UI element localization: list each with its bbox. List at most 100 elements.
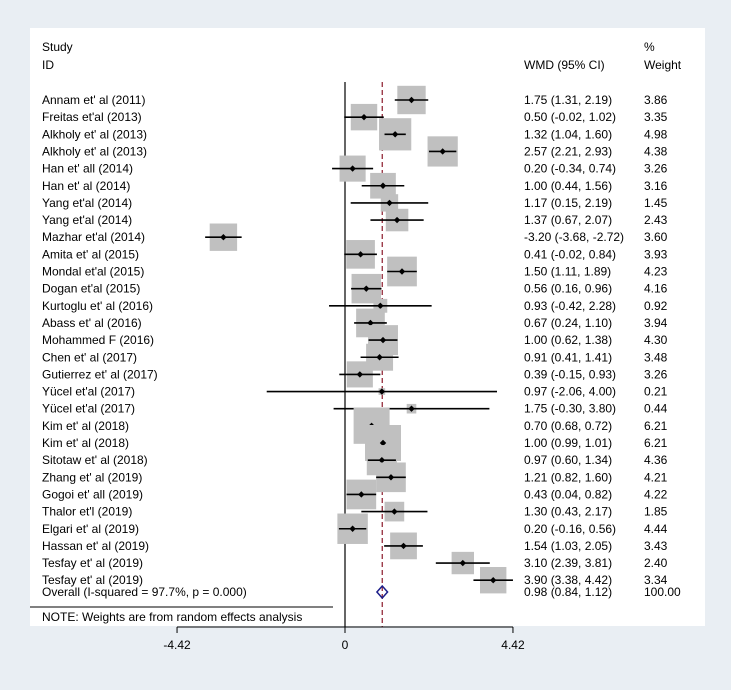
point-estimate bbox=[378, 388, 386, 395]
point-estimate bbox=[408, 405, 415, 412]
study-weight: 4.36 bbox=[644, 453, 668, 467]
study-label: Yücel et'al (2017) bbox=[42, 402, 135, 416]
study-weight: 3.94 bbox=[644, 316, 668, 330]
study-label: Mohammed F (2016) bbox=[42, 333, 154, 347]
study-ci: 0.20 (-0.16, 0.56) bbox=[524, 522, 616, 536]
study-ci: 1.21 (0.82, 1.60) bbox=[524, 470, 612, 484]
study-weight: 3.48 bbox=[644, 350, 668, 364]
study-label: Kim et' al (2018) bbox=[42, 419, 129, 433]
study-weight: 3.86 bbox=[644, 93, 668, 107]
study-label: Elgari et' al (2019) bbox=[42, 522, 139, 536]
study-ci: 0.97 (-2.06, 4.00) bbox=[524, 385, 616, 399]
study-weight: 1.45 bbox=[644, 196, 668, 210]
study-weight: 0.21 bbox=[644, 385, 668, 399]
study-ci: 0.43 (0.04, 0.82) bbox=[524, 487, 612, 501]
study-weight: 4.44 bbox=[644, 522, 668, 536]
study-weight: 3.43 bbox=[644, 539, 668, 553]
point-estimate bbox=[358, 491, 365, 498]
study-row: Tesfay et' al (2019) 3.10 (2.39, 3.81) 2.4… bbox=[42, 551, 668, 575]
study-ci: 1.00 (0.44, 1.56) bbox=[524, 179, 612, 193]
study-weight: 4.21 bbox=[644, 470, 668, 484]
study-row: Amita et' al (2015) 0.41 (-0.02, 0.84) 3.9… bbox=[42, 240, 668, 269]
study-row: Han et' al (2014) 1.00 (0.44, 1.56) 3.16 bbox=[42, 172, 668, 199]
study-ci: 1.30 (0.43, 2.17) bbox=[524, 505, 612, 519]
study-label: Alkholy et' al (2013) bbox=[42, 127, 147, 141]
study-rows: Annam et' al (2011) 1.75 (1.31, 2.19) 3.86… bbox=[42, 85, 668, 594]
study-weight: 2.40 bbox=[644, 556, 668, 570]
study-weight: 1.85 bbox=[644, 505, 668, 519]
study-row: Yang et'al (2014) 1.37 (0.67, 2.07) 2.43 bbox=[42, 208, 668, 232]
point-estimate bbox=[379, 439, 387, 447]
study-weight: 3.35 bbox=[644, 110, 668, 124]
study-ci: 2.57 (2.21, 2.93) bbox=[524, 144, 612, 158]
study-row: Mazhar et'al (2014) -3.20 (-3.68, -2.72) 3… bbox=[42, 223, 668, 251]
study-label: Yang et'al (2014) bbox=[42, 213, 132, 227]
point-estimate bbox=[367, 319, 374, 327]
point-estimate bbox=[400, 542, 407, 550]
study-weight: 0.92 bbox=[644, 299, 668, 313]
point-estimate bbox=[391, 131, 399, 138]
point-estimate bbox=[387, 474, 395, 481]
x-axis-ticks: -4.42 0 4.42 bbox=[163, 627, 525, 652]
overall-label: Overall (I-squared = 97.7%, p = 0.000) bbox=[42, 585, 247, 599]
point-estimate bbox=[393, 216, 401, 224]
study-row: Dogan et'al (2015) 0.56 (0.16, 0.96) 4.16 bbox=[42, 273, 668, 304]
study-label: Mondal et'al (2015) bbox=[42, 265, 144, 279]
study-label: Chen et' al (2017) bbox=[42, 350, 137, 364]
point-estimate bbox=[386, 199, 393, 207]
study-ci: 0.39 (-0.15, 0.93) bbox=[524, 367, 616, 381]
study-label: Gutierrez et' al (2017) bbox=[42, 367, 158, 381]
study-label: Tesfay et' al (2019) bbox=[42, 556, 143, 570]
study-weight: 3.93 bbox=[644, 247, 668, 261]
header-wmd: WMD (95% CI) bbox=[524, 58, 605, 72]
study-ci: 1.75 (1.31, 2.19) bbox=[524, 93, 612, 107]
study-row: Alkholy et' al (2013) 1.32 (1.04, 1.60) 4.… bbox=[42, 118, 668, 151]
study-row: Han et' all (2014) 0.20 (-0.34, 0.74) 3.26 bbox=[42, 155, 668, 182]
point-estimate bbox=[408, 96, 415, 104]
note-text: NOTE: Weights are from random effects an… bbox=[42, 610, 302, 624]
study-weight: 6.21 bbox=[644, 436, 668, 450]
study-row: Gogoi et' all (2019) 0.43 (0.04, 0.82) 4.2… bbox=[42, 479, 668, 510]
study-weight: 0.44 bbox=[644, 402, 668, 416]
study-row: Kurtoglu et' al (2016) 0.93 (-0.42, 2.28)… bbox=[42, 299, 668, 313]
study-label: Yang et'al (2014) bbox=[42, 196, 132, 210]
study-ci: 0.41 (-0.02, 0.84) bbox=[524, 247, 616, 261]
study-weight: 4.30 bbox=[644, 333, 668, 347]
study-ci: 0.91 (0.41, 1.41) bbox=[524, 350, 612, 364]
study-label: Kim et' al (2018) bbox=[42, 436, 129, 450]
header-percent: % bbox=[644, 40, 655, 54]
study-label: Zhang et' al (2019) bbox=[42, 470, 142, 484]
overall-row: Overall (I-squared = 97.7%, p = 0.000) 0… bbox=[42, 584, 681, 600]
study-label: Tesfay et' al (2019) bbox=[42, 573, 143, 587]
point-estimate bbox=[377, 302, 384, 309]
study-ci: 1.54 (1.03, 2.05) bbox=[524, 539, 612, 553]
header-weight: Weight bbox=[644, 58, 682, 72]
study-row: Tesfay et' al (2019) 3.90 (3.38, 4.42) 3.3… bbox=[42, 566, 668, 594]
study-row: Elgari et' al (2019) 0.20 (-0.16, 0.56) 4.… bbox=[42, 513, 668, 544]
study-ci: 3.10 (2.39, 3.81) bbox=[524, 556, 612, 570]
study-weight: 4.38 bbox=[644, 144, 668, 158]
study-row: Hassan et' al (2019) 1.54 (1.03, 2.05) 3.4… bbox=[42, 532, 668, 560]
point-estimate bbox=[439, 148, 446, 155]
point-estimate bbox=[459, 559, 466, 567]
point-estimate bbox=[490, 577, 497, 584]
point-estimate bbox=[356, 371, 364, 378]
study-ci: 1.50 (1.11, 1.89) bbox=[524, 265, 611, 279]
point-estimate bbox=[357, 251, 364, 258]
study-ci: 1.17 (0.15, 2.19) bbox=[524, 196, 612, 210]
study-label: Mazhar et'al (2014) bbox=[42, 230, 145, 244]
study-label: Kurtoglu et' al (2016) bbox=[42, 299, 153, 313]
study-label: Thalor et'l (2019) bbox=[42, 505, 132, 519]
study-row: Kim et' al (2018) 1.00 (0.99, 1.01) 6.21 bbox=[42, 425, 668, 461]
study-label: Yücel et'al (2017) bbox=[42, 385, 135, 399]
study-weight: 3.26 bbox=[644, 367, 668, 381]
header-study: Study bbox=[42, 40, 73, 54]
study-row: Mondal et'al (2015) 1.50 (1.11, 1.89) 4.23 bbox=[42, 256, 668, 287]
header-id: ID bbox=[42, 58, 54, 72]
study-weight: 2.43 bbox=[644, 213, 668, 227]
study-ci: 1.32 (1.04, 1.60) bbox=[524, 127, 612, 141]
study-ci: 0.56 (0.16, 0.96) bbox=[524, 282, 612, 296]
study-label: Sitotaw et' al (2018) bbox=[42, 453, 148, 467]
study-ci: 3.90 (3.38, 4.42) bbox=[524, 573, 612, 587]
